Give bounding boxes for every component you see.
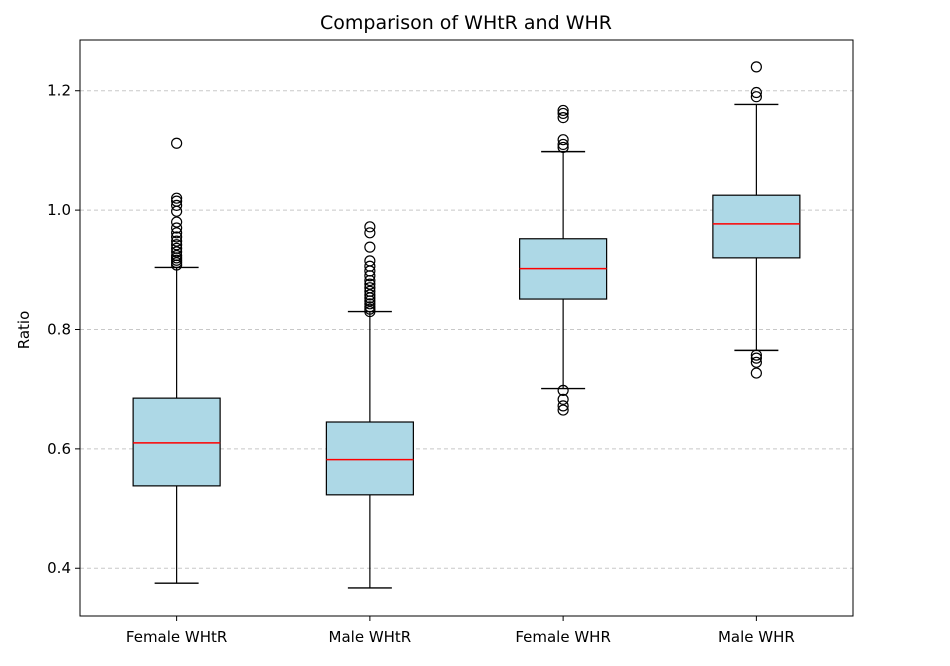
outlier-point [171,192,183,204]
outlier-point [557,404,569,416]
outlier-point [171,227,183,239]
box-group [519,104,608,416]
outlier-point [557,107,569,120]
outlier-point [171,246,183,258]
x-tick-label: Female WHR [515,628,611,646]
outlier-point [171,239,183,251]
outlier-point [364,255,376,267]
outlier-point [557,111,569,124]
box-group [132,137,221,584]
outlier-point [364,221,376,233]
outlier-point [364,301,376,313]
y-tick-label: 0.8 [47,320,71,338]
x-tick-label: Female WHtR [126,628,227,646]
outlier-point [750,61,762,73]
y-tick-label: 1.2 [47,82,71,100]
outlier-point [171,231,183,243]
outlier-point [171,195,183,207]
outlier-point [557,141,569,154]
outlier-point [171,205,183,217]
outlier-point [750,356,762,368]
outlier-point [364,278,376,290]
outlier-point [364,241,376,253]
outlier-point [364,289,376,301]
grid-lines [80,90,853,569]
x-tick-label: Male WHtR [329,628,412,646]
y-axis-label: Ratio [15,311,33,350]
ticks: 0.4 0.6 0.8 1.0 1.2 Female WHtR Male WHtR Femal… [47,82,795,646]
y-tick-label: 0.4 [47,559,71,577]
outlier-point [750,86,762,99]
y-tick-label: 0.6 [47,440,71,458]
outlier-point [171,137,183,149]
iqr-box [712,194,801,259]
outlier-point [557,138,569,151]
outlier-point [364,298,376,310]
outlier-point [364,282,376,294]
outlier-point [364,227,376,239]
x-tick-label: Male WHR [718,628,795,646]
outlier-point [750,349,762,361]
outlier-point [364,285,376,297]
outlier-point [557,393,569,405]
outlier-point [171,242,183,254]
outlier-point [171,216,183,228]
outlier-point [557,384,569,396]
box-group [712,61,801,379]
iqr-box [132,397,221,487]
outlier-point [557,400,569,412]
outlier-point [171,235,183,247]
boxes [132,61,801,589]
outlier-point [171,199,183,211]
outlier-point [750,352,762,364]
iqr-box [325,421,414,496]
outlier-point [750,91,762,103]
box-group [325,221,414,589]
outlier-point [557,134,569,146]
outlier-point [750,367,762,379]
plot-frame [79,39,854,617]
y-tick-label: 1.0 [47,201,71,219]
outlier-point [364,260,376,272]
outlier-point [557,104,569,117]
chart-title: Comparison of WHtR and WHR [320,12,612,34]
outlier-point [171,222,183,234]
outlier-point [171,249,183,262]
